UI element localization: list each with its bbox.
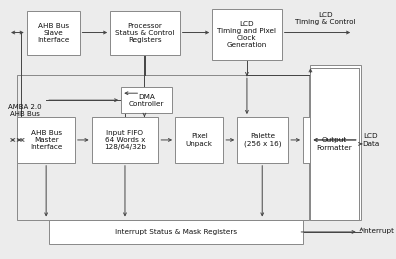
Text: DMA
Controller: DMA Controller bbox=[129, 93, 164, 107]
Bar bbox=[91, 117, 158, 163]
Text: Interrupt Status & Mask Registers: Interrupt Status & Mask Registers bbox=[115, 229, 237, 235]
Text: Interrupt: Interrupt bbox=[362, 228, 394, 234]
Text: AMBA 2.0
AHB Bus: AMBA 2.0 AHB Bus bbox=[8, 104, 42, 117]
Text: Output
Formatter: Output Formatter bbox=[317, 137, 352, 150]
Bar bbox=[49, 220, 303, 244]
Bar bbox=[303, 117, 359, 163]
Bar bbox=[175, 117, 223, 163]
Bar bbox=[121, 87, 172, 113]
Bar bbox=[17, 75, 308, 220]
Bar bbox=[310, 68, 359, 220]
Bar bbox=[310, 65, 362, 220]
Text: LCD
Timing and Pixel
Clock
Generation: LCD Timing and Pixel Clock Generation bbox=[217, 21, 276, 48]
Text: Palette
(256 x 16): Palette (256 x 16) bbox=[244, 133, 282, 147]
Text: Processor
Status & Control
Registers: Processor Status & Control Registers bbox=[115, 23, 175, 43]
Text: Pixel
Unpack: Pixel Unpack bbox=[186, 133, 213, 147]
Text: LCD
Timing & Control: LCD Timing & Control bbox=[295, 12, 356, 25]
Bar bbox=[110, 11, 180, 55]
Text: Input FIFO
64 Words x
128/64/32b: Input FIFO 64 Words x 128/64/32b bbox=[104, 130, 146, 150]
Text: Output
Formatter: Output Formatter bbox=[317, 137, 352, 150]
Text: Output
FIFO
16 Words x
18/24-bits: Output FIFO 16 Words x 18/24-bits bbox=[311, 126, 351, 154]
Text: LCD
Data: LCD Data bbox=[362, 133, 380, 147]
Bar bbox=[17, 117, 75, 163]
Text: AHB Bus
Slave
Interface: AHB Bus Slave Interface bbox=[37, 23, 69, 43]
Text: AHB Bus
Master
Interface: AHB Bus Master Interface bbox=[30, 130, 62, 150]
Bar bbox=[27, 11, 80, 55]
Bar bbox=[212, 9, 282, 60]
Bar bbox=[310, 68, 359, 220]
Bar bbox=[237, 117, 288, 163]
